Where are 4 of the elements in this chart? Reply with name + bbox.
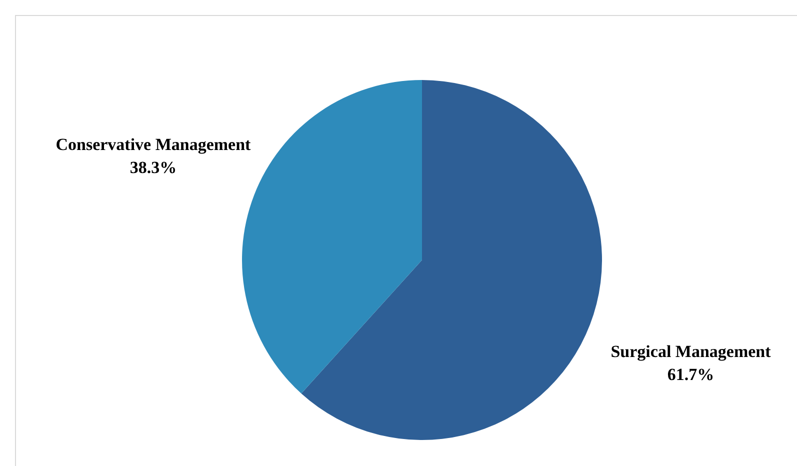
data-label: 38.3% <box>130 158 177 177</box>
slice-label: Surgical Management <box>610 342 772 361</box>
data-label: 61.7% <box>667 364 714 384</box>
slice-label: Conservative Management <box>56 134 252 154</box>
